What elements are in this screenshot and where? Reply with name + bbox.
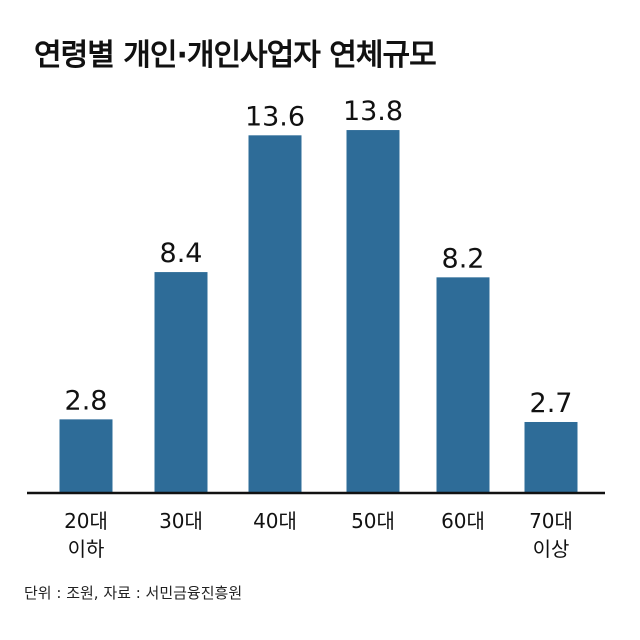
x-tick-label: 30대 bbox=[159, 509, 203, 533]
data-label: 8.2 bbox=[442, 243, 485, 274]
chart-title: 연령별 개인·개인사업자 연체규모 bbox=[34, 38, 437, 73]
bar bbox=[59, 419, 113, 493]
x-tick-label: 이하 bbox=[68, 537, 105, 561]
x-tick-label: 20대 bbox=[64, 509, 108, 533]
data-label: 8.4 bbox=[160, 238, 203, 269]
bar bbox=[436, 277, 490, 493]
data-label: 2.7 bbox=[530, 388, 573, 419]
data-label: 2.8 bbox=[65, 385, 108, 416]
x-tick-label: 70대 bbox=[529, 509, 573, 533]
x-tick-label: 40대 bbox=[253, 509, 297, 533]
bar bbox=[154, 272, 208, 493]
x-tick-label: 이상 bbox=[533, 537, 570, 561]
bar bbox=[248, 135, 302, 493]
data-label: 13.8 bbox=[343, 96, 403, 127]
source-note: 단위 : 조원, 자료 : 서민금융진흥원 bbox=[24, 584, 243, 602]
bar bbox=[524, 421, 578, 493]
bar bbox=[346, 130, 400, 493]
x-tick-label: 50대 bbox=[351, 509, 395, 533]
x-tick-label: 60대 bbox=[441, 509, 485, 533]
data-label: 13.6 bbox=[245, 101, 305, 132]
